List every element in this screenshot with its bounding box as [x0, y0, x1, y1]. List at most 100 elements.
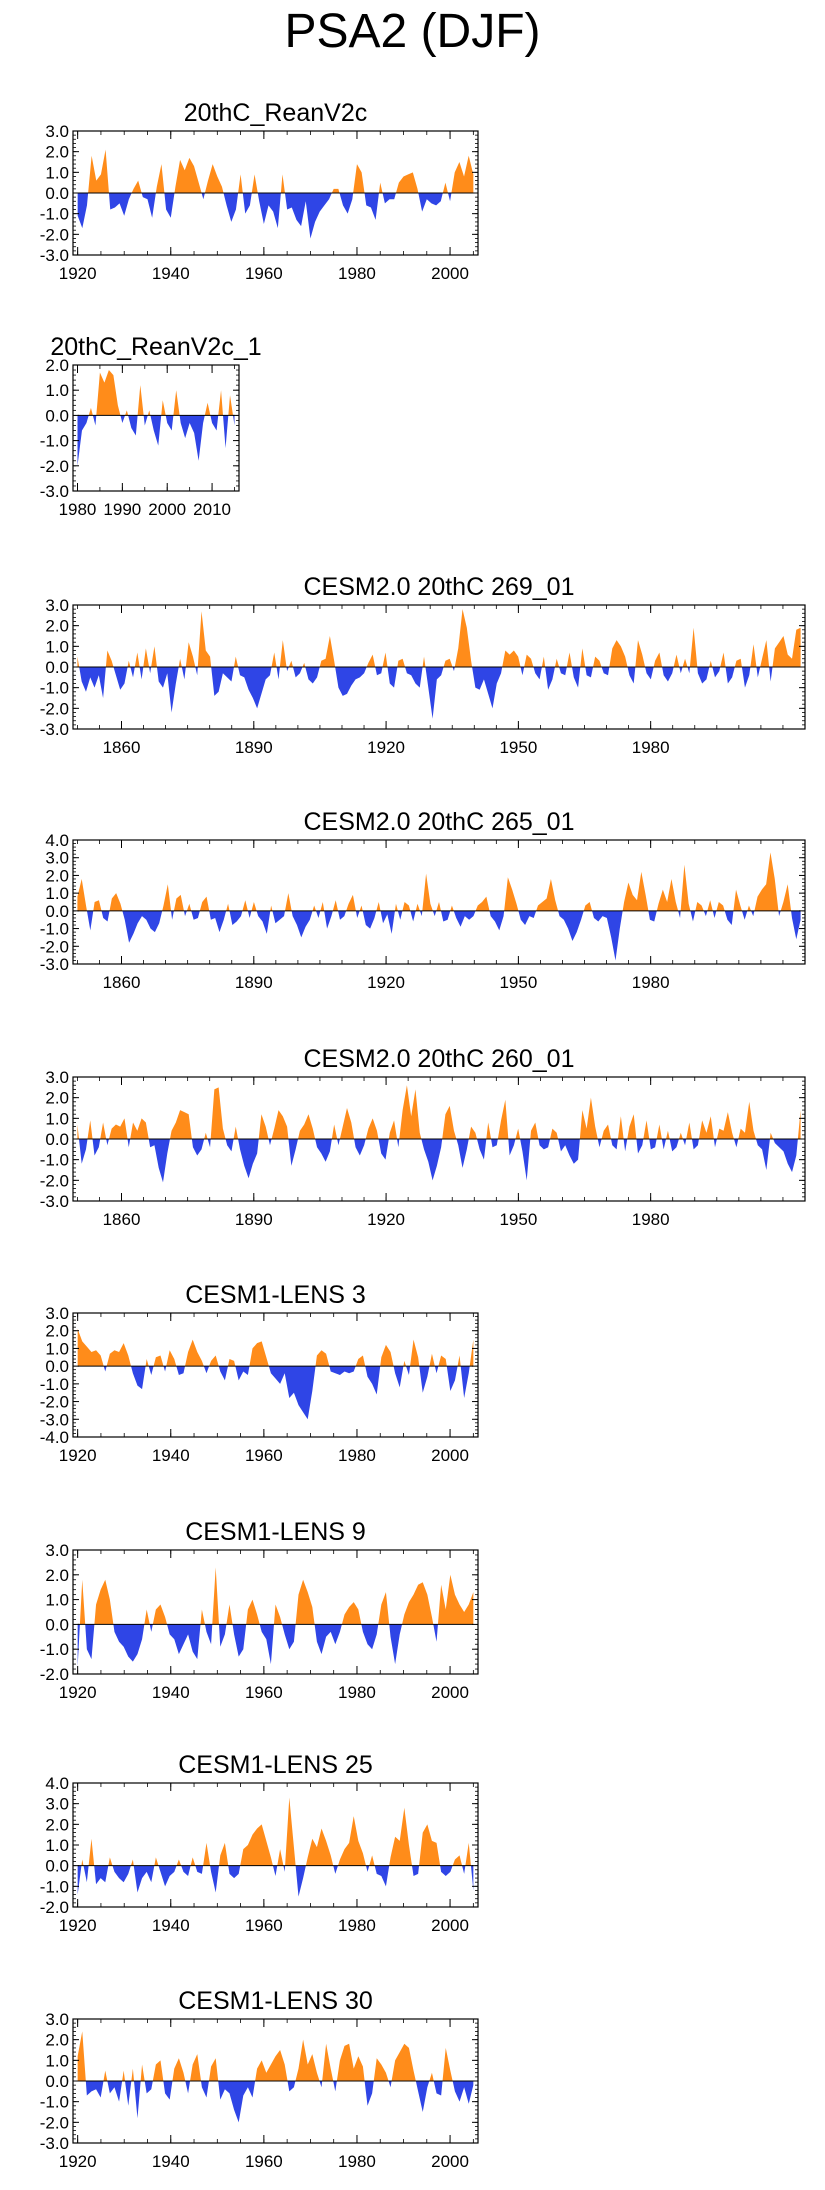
y-tick-label: 1.0 [45, 1109, 69, 1128]
negative-anomaly-area [77, 667, 801, 719]
x-tick-label: 1980 [338, 1916, 376, 1935]
y-tick-label: 2.0 [45, 1089, 69, 1108]
y-tick-label: 3.0 [45, 1541, 69, 1560]
x-tick-label: 1890 [235, 738, 273, 757]
y-tick-label: -1.0 [40, 205, 69, 224]
y-tick-label: 2.0 [45, 1566, 69, 1585]
y-tick-label: -1.0 [40, 2093, 69, 2112]
y-tick-label: 2.0 [45, 866, 69, 885]
y-tick-label: 2.0 [45, 356, 69, 375]
negative-anomaly-area [77, 193, 474, 239]
positive-anomaly-area [77, 609, 801, 667]
y-tick-label: 1.0 [45, 637, 69, 656]
negative-anomaly-area [77, 1865, 474, 1897]
positive-anomaly-area [77, 149, 474, 193]
x-tick-label: 1890 [235, 973, 273, 992]
y-tick-label: 0.0 [45, 658, 69, 677]
y-tick-label: 0.0 [45, 1857, 69, 1876]
x-tick-label: 1980 [338, 2152, 376, 2171]
y-tick-label: 3.0 [45, 122, 69, 141]
x-tick-label: 1860 [103, 738, 141, 757]
y-tick-label: 0.0 [45, 1615, 69, 1634]
plot-frame [72, 364, 240, 492]
plot-frame [72, 1312, 479, 1438]
negative-anomaly-area [86, 910, 801, 961]
positive-anomaly-area [77, 852, 801, 911]
x-tick-label: 1940 [152, 2152, 190, 2171]
panel-title: CESM1-LENS 30 [178, 1987, 373, 2015]
y-tick-label: 0.0 [45, 1357, 69, 1376]
positive-anomaly-area [77, 2031, 474, 2081]
y-tick-label: 0.0 [45, 902, 69, 921]
y-tick-label: 2.0 [45, 143, 69, 162]
y-tick-label: -2.0 [40, 1665, 69, 1684]
y-tick-label: 1.0 [45, 163, 69, 182]
x-tick-label: 1940 [152, 1683, 190, 1702]
x-tick-label: 1920 [59, 1683, 97, 1702]
x-tick-label: 1960 [245, 264, 283, 283]
x-tick-label: 1920 [367, 973, 405, 992]
y-tick-label: 1.0 [45, 381, 69, 400]
x-tick-label: 2000 [431, 1446, 469, 1465]
panel-title: 20thC_ReanV2c [184, 99, 367, 127]
x-tick-label: 1920 [367, 738, 405, 757]
x-tick-label: 1940 [152, 264, 190, 283]
panel-cesm1-lens-3: CESM1-LENS 3 3.02.01.00.0-1.0-2.0-3.0-4.0… [40, 1281, 479, 1465]
y-tick-label: -2.0 [40, 457, 69, 476]
y-tick-label: -2.0 [40, 1898, 69, 1917]
y-tick-label: -2.0 [40, 699, 69, 718]
y-tick-label: 0.0 [45, 184, 69, 203]
y-tick-label: -1.0 [40, 920, 69, 939]
y-tick-label: 2.0 [45, 1815, 69, 1834]
x-tick-label: 1920 [59, 1916, 97, 1935]
x-tick-label: 1920 [367, 1210, 405, 1229]
positive-anomaly-area [77, 370, 235, 416]
y-tick-label: -2.0 [40, 937, 69, 956]
x-tick-label: 1860 [103, 1210, 141, 1229]
x-tick-label: 2000 [431, 2152, 469, 2171]
y-tick-label: 3.0 [45, 1068, 69, 1087]
y-tick-label: -2.0 [40, 1171, 69, 1190]
y-tick-label: -3.0 [40, 2134, 69, 2153]
panel-title: 20thC_ReanV2c_1 [50, 333, 261, 361]
y-tick-label: -1.0 [40, 1151, 69, 1170]
x-tick-label: 1980 [632, 738, 670, 757]
y-tick-label: 1.0 [45, 1339, 69, 1358]
y-tick-label: -1.0 [40, 1375, 69, 1394]
x-tick-label: 1980 [338, 1683, 376, 1702]
y-tick-label: 2.0 [45, 2031, 69, 2050]
y-tick-label: -3.0 [40, 955, 69, 974]
y-tick-label: 2.0 [45, 1322, 69, 1341]
panel-cesm2-269-01: CESM2.0 20thC 269_01 3.0 2.01.0 0.0 -1.0-2.0… [40, 573, 806, 757]
panel-cesm2-260-01: CESM2.0 20thC 260_01 3.0 2.01.0 0.0 -1.0-2.0… [40, 1045, 806, 1229]
panel-title: CESM1-LENS 9 [185, 1518, 366, 1546]
x-tick-label: 1960 [245, 2152, 283, 2171]
y-tick-label: -2.0 [40, 2113, 69, 2132]
panel-title: CESM2.0 20thC 269_01 [303, 573, 574, 601]
y-tick-label: 1.0 [45, 2051, 69, 2070]
x-tick-label: 1980 [338, 264, 376, 283]
y-tick-label: 3.0 [45, 1304, 69, 1323]
figure-title: PSA2 (DJF) [284, 5, 541, 58]
x-tick-label: 1950 [499, 973, 537, 992]
x-tick-label: 1960 [245, 1683, 283, 1702]
negative-anomaly-area [77, 1139, 801, 1183]
y-tick-label: 0.0 [45, 1130, 69, 1149]
panel-cesm1-lens-25: CESM1-LENS 25 4.0 3.02.0 1.0 0.0-1.0 -2.01920… [40, 1751, 479, 1935]
x-tick-label: 1890 [235, 1210, 273, 1229]
x-tick-label: 1950 [499, 738, 537, 757]
panel-cesm2-265-01: CESM2.0 20thC 265_014.03.02.01.00.0-1.0-… [40, 808, 806, 992]
plot-frame [72, 839, 806, 965]
y-tick-label: 1.0 [45, 1591, 69, 1610]
x-tick-label: 1920 [59, 2152, 97, 2171]
x-tick-label: 1980 [59, 500, 97, 519]
y-tick-label: 3.0 [45, 596, 69, 615]
y-tick-label: 4.0 [45, 831, 69, 850]
negative-anomaly-area [77, 1366, 474, 1420]
y-tick-label: 0.0 [45, 406, 69, 425]
plot-frame [72, 1782, 479, 1908]
y-tick-label: -1.0 [40, 1640, 69, 1659]
positive-anomaly-area [77, 1567, 474, 1625]
x-tick-label: 1980 [338, 1446, 376, 1465]
x-tick-label: 1920 [59, 1446, 97, 1465]
